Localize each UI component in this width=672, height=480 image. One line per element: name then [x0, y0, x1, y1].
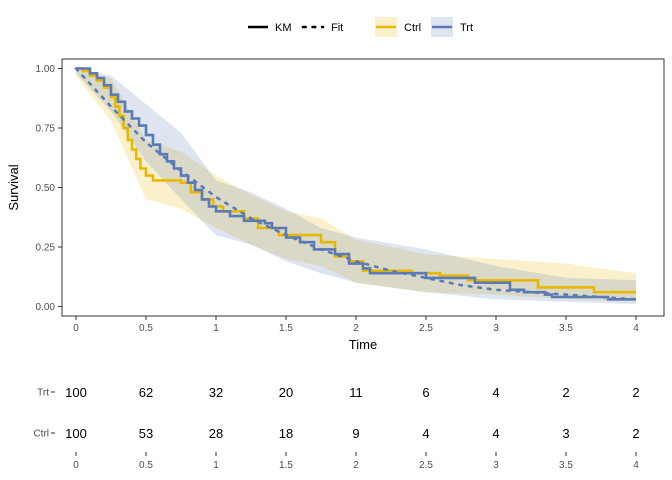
risk-count-ctrl: 100: [65, 426, 87, 441]
risk-time-label: 0.5: [139, 460, 153, 471]
risk-row-label-trt: Trt: [37, 388, 49, 399]
y-axis: 0.00 0.25 0.50 0.75 1.00: [36, 64, 62, 313]
y-tick-label: 0.25: [36, 242, 56, 253]
risk-count-trt: 6: [422, 385, 429, 400]
x-tick-label: 0.5: [139, 323, 153, 334]
risk-time-label: 2: [353, 460, 359, 471]
legend-label-km: KM: [275, 22, 292, 34]
y-tick-label: 0.75: [36, 124, 56, 135]
risk-time-label: 1.5: [279, 460, 293, 471]
x-tick-label: 4: [633, 323, 639, 334]
x-tick-label: 0: [73, 323, 79, 334]
risk-count-trt: 2: [562, 385, 569, 400]
risk-row-label-ctrl: Ctrl: [33, 429, 49, 440]
km-line-ctrl: [76, 67, 636, 294]
legend-label-trt: Trt: [460, 22, 473, 34]
risk-count-ctrl: 2: [632, 426, 639, 441]
risk-time-label: 4: [633, 460, 639, 471]
ci-band-ctrl: [76, 68, 636, 302]
x-tick-label: 2.5: [419, 323, 433, 334]
risk-count-trt: 4: [492, 385, 499, 400]
risk-count-ctrl: 4: [492, 426, 499, 441]
risk-count-ctrl: 3: [562, 426, 569, 441]
y-tick-label: 0.50: [36, 183, 56, 194]
x-tick-label: 1.5: [279, 323, 293, 334]
risk-time-label: 0: [73, 460, 79, 471]
risk-count-trt: 20: [279, 385, 293, 400]
x-tick-label: 3: [493, 323, 499, 334]
fit-curve: [74, 67, 638, 301]
risk-count-trt: 32: [209, 385, 223, 400]
legend: KM Fit Ctrl Trt: [248, 17, 473, 37]
risk-count-ctrl: 4: [422, 426, 429, 441]
confidence-bands: [76, 68, 636, 305]
risk-count-ctrl: 9: [352, 426, 359, 441]
risk-count-trt: 11: [349, 385, 363, 400]
risk-time-label: 1: [213, 460, 219, 471]
risk-count-trt: 62: [139, 385, 153, 400]
risk-count-ctrl: 28: [209, 426, 223, 441]
risk-count-trt: 100: [65, 385, 87, 400]
risk-time-label: 3.5: [559, 460, 573, 471]
risk-count-ctrl: 53: [139, 426, 153, 441]
risk-time-label: 3: [493, 460, 499, 471]
x-tick-label: 3.5: [559, 323, 573, 334]
y-tick-label: 1.00: [36, 64, 56, 75]
risk-time-label: 2.5: [419, 460, 433, 471]
fit-line: [74, 67, 638, 301]
x-tick-label: 1: [213, 323, 219, 334]
risk-count-trt: 2: [632, 385, 639, 400]
x-axis-title: Time: [349, 337, 377, 352]
km-line-trt: [76, 67, 636, 301]
y-axis-title: Survival: [6, 164, 21, 210]
km-curves: [76, 67, 636, 301]
x-tick-label: 2: [353, 323, 359, 334]
risk-count-ctrl: 18: [279, 426, 293, 441]
ci-band-trt: [76, 68, 636, 305]
x-axis: 0 0.5 1 1.5 2 2.5 3 3.5 4: [73, 316, 639, 334]
legend-label-fit: Fit: [331, 22, 343, 34]
y-tick-label: 0.00: [36, 302, 56, 313]
legend-label-ctrl: Ctrl: [404, 22, 421, 34]
